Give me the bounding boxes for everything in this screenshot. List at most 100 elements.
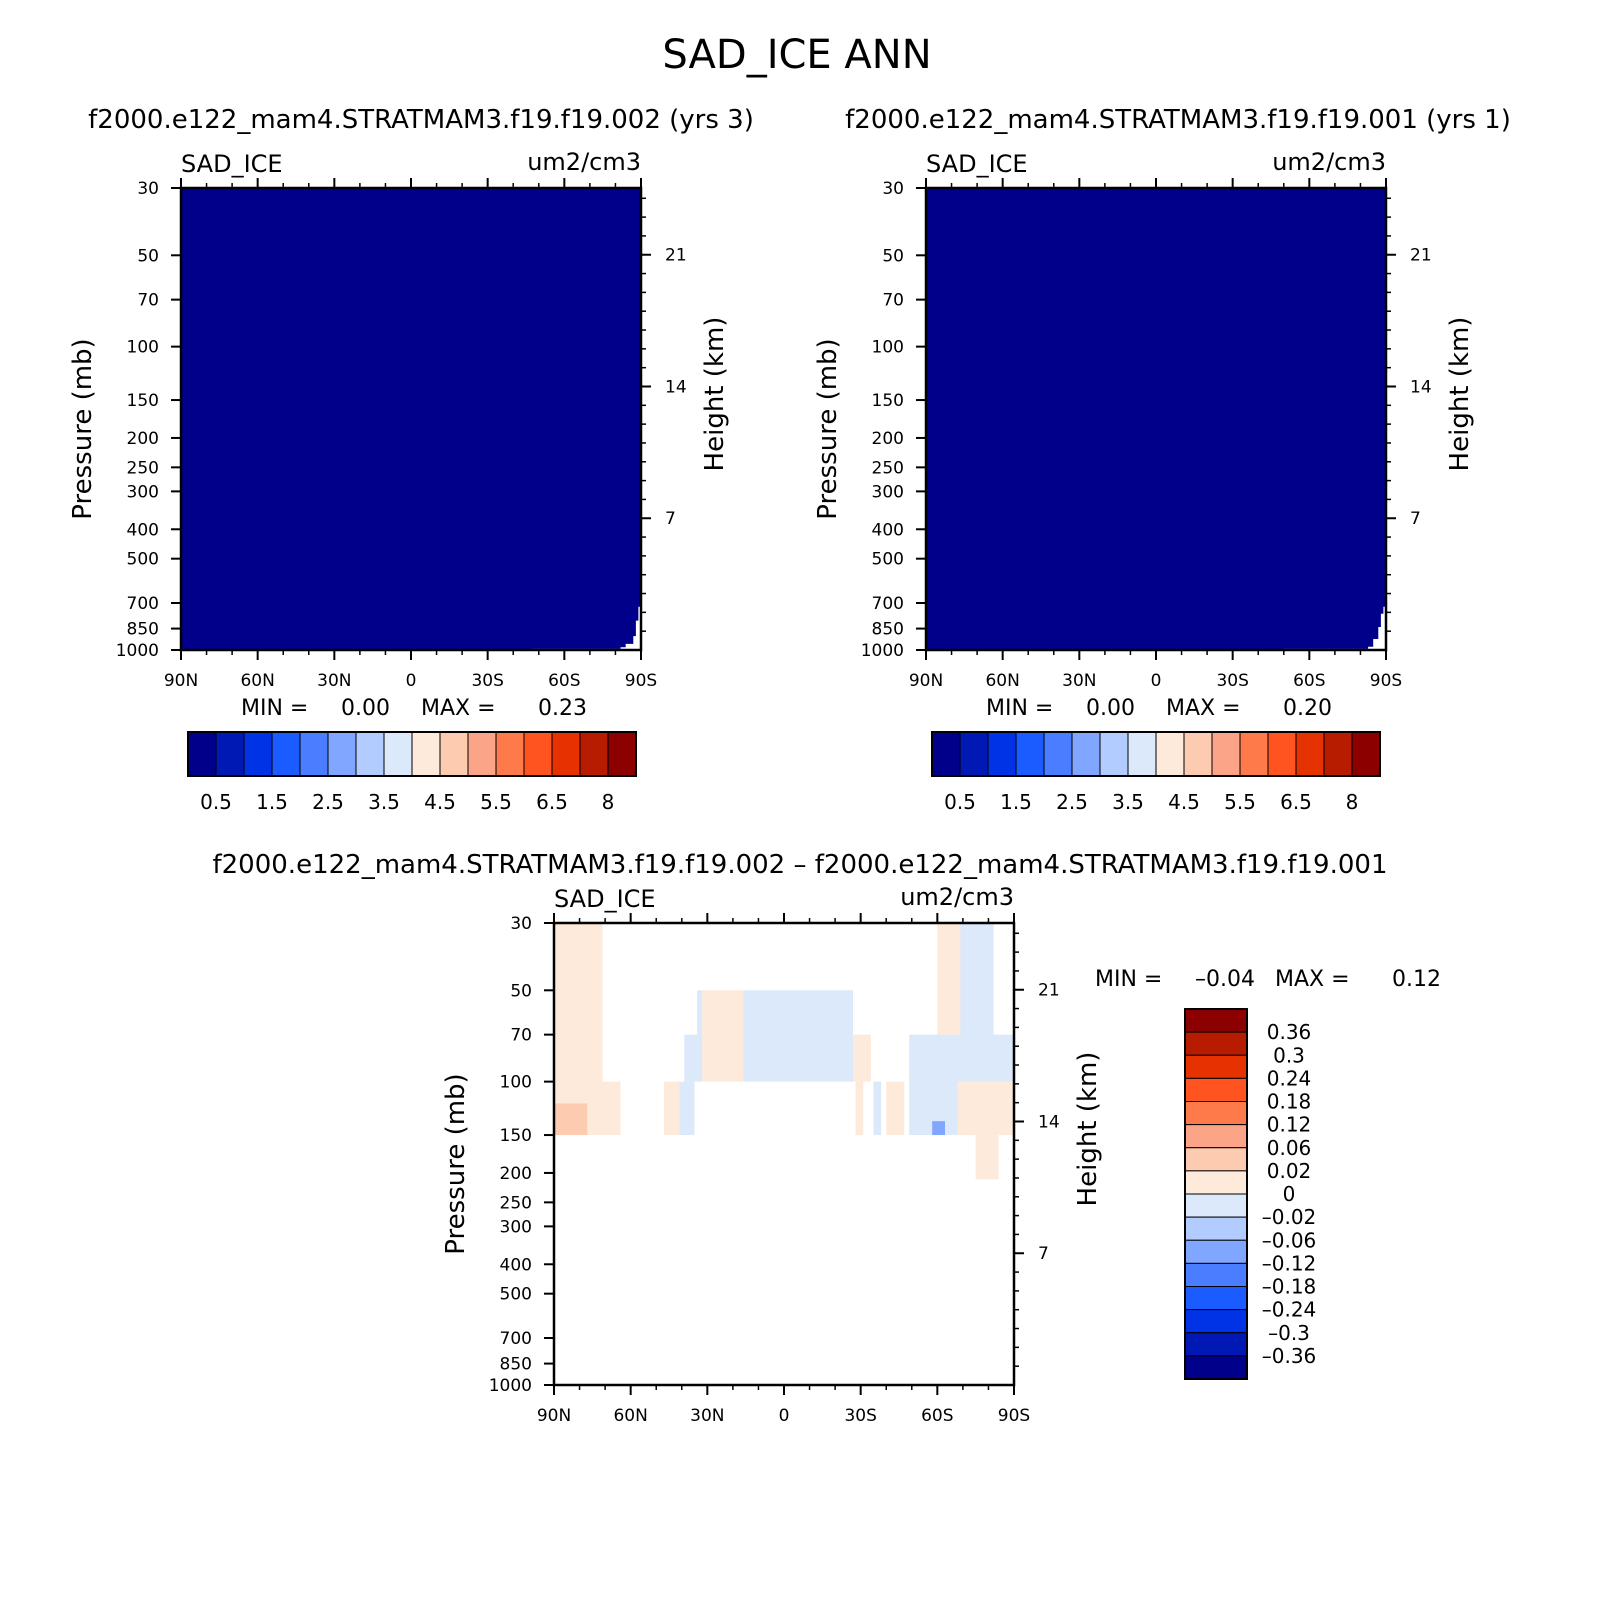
contour-region bbox=[853, 1034, 871, 1082]
missing-data-region bbox=[1283, 606, 1386, 650]
colorbar-swatch bbox=[607, 731, 637, 777]
min-value: 0.00 bbox=[1086, 696, 1135, 721]
units-label: um2/cm3 bbox=[527, 148, 641, 176]
colorbar-swatch bbox=[1184, 1147, 1248, 1172]
x-tick-label: 30N bbox=[690, 1406, 724, 1426]
contour-region bbox=[873, 1081, 882, 1136]
max-label: MAX = bbox=[421, 696, 496, 721]
y-tick-label: 300 bbox=[500, 1217, 532, 1237]
colorbar-label: 5.5 bbox=[480, 790, 512, 814]
y-tick-label: 850 bbox=[500, 1355, 532, 1375]
colorbar-label: –0.06 bbox=[1262, 1228, 1317, 1252]
x-tick-label: 90S bbox=[998, 1406, 1030, 1426]
colorbar-label: –0.12 bbox=[1262, 1251, 1317, 1275]
colorbar-label: 8 bbox=[1346, 790, 1359, 814]
y-tick-label: 700 bbox=[500, 1329, 532, 1349]
y-tick-label: 700 bbox=[127, 594, 159, 614]
y-tick-label: 150 bbox=[872, 391, 904, 411]
max-value: 0.20 bbox=[1283, 696, 1332, 721]
colorbar-swatch bbox=[1184, 1101, 1248, 1126]
y-tick-label: 50 bbox=[882, 246, 904, 266]
colorbar-swatch bbox=[551, 731, 581, 777]
colorbar-swatch bbox=[959, 731, 989, 777]
y-right-axis-label: Height (km) bbox=[1073, 1052, 1103, 1207]
y-right-axis-label: Height (km) bbox=[700, 317, 730, 472]
colorbar-label: 6.5 bbox=[536, 790, 568, 814]
colorbar-swatch bbox=[1184, 1262, 1248, 1287]
y-tick-label: 70 bbox=[882, 291, 904, 311]
height-tick-label: 7 bbox=[1410, 509, 1421, 529]
height-tick-label: 14 bbox=[1410, 377, 1432, 397]
figure-title: SAD_ICE ANN bbox=[662, 32, 931, 78]
missing-data-region bbox=[531, 606, 641, 650]
contour-region bbox=[932, 1121, 945, 1136]
colorbar-swatch bbox=[1211, 731, 1241, 777]
y-tick-label: 70 bbox=[510, 1026, 532, 1046]
x-tick-label: 90N bbox=[909, 671, 943, 691]
colorbar-swatch bbox=[523, 731, 553, 777]
y-tick-label: 400 bbox=[872, 520, 904, 540]
contour-region bbox=[957, 1081, 1014, 1136]
contour-region bbox=[679, 1081, 695, 1136]
panel-title-left: f2000.e122_mam4.STRATMAM3.f19.f19.002 (y… bbox=[88, 105, 754, 135]
colorbar-label: 0.12 bbox=[1267, 1113, 1312, 1137]
y-tick-label: 30 bbox=[882, 179, 904, 199]
colorbar-swatch bbox=[1043, 731, 1073, 777]
colorbar-swatch bbox=[1184, 1054, 1248, 1079]
max-value: 0.23 bbox=[538, 696, 587, 721]
contour-region bbox=[975, 1135, 999, 1180]
colorbar-swatch bbox=[1184, 1077, 1248, 1102]
y-tick-label: 1000 bbox=[861, 641, 904, 661]
x-tick-label: 30N bbox=[317, 671, 351, 691]
x-tick-label: 60N bbox=[985, 671, 1019, 691]
height-tick-label: 21 bbox=[1038, 981, 1060, 1001]
height-tick-label: 21 bbox=[665, 246, 687, 266]
colorbar-label: 0.24 bbox=[1267, 1066, 1312, 1090]
contour-region bbox=[743, 990, 853, 1082]
x-tick-label: 90N bbox=[164, 671, 198, 691]
colorbar-swatch bbox=[1015, 731, 1045, 777]
colorbar-frame bbox=[1184, 1008, 1248, 1380]
colorbar-label: 0.5 bbox=[944, 790, 976, 814]
colorbar-swatch bbox=[1351, 731, 1381, 777]
colorbar-swatch bbox=[1184, 1332, 1248, 1357]
y-tick-label: 100 bbox=[872, 338, 904, 358]
colorbar-label: 1.5 bbox=[256, 790, 288, 814]
y-tick-label: 200 bbox=[872, 429, 904, 449]
colorbar-swatch bbox=[1295, 731, 1325, 777]
x-tick-label: 60N bbox=[613, 1406, 647, 1426]
colorbar-swatch bbox=[579, 731, 609, 777]
variable-label: SAD_ICE bbox=[181, 150, 283, 178]
x-tick-label: 0 bbox=[779, 1406, 790, 1426]
colorbar-swatch bbox=[1323, 731, 1353, 777]
y-tick-label: 250 bbox=[127, 458, 159, 478]
colorbar-swatch bbox=[495, 731, 525, 777]
height-tick-label: 7 bbox=[665, 509, 676, 529]
colorbar-swatch bbox=[271, 731, 301, 777]
contour-region bbox=[602, 1081, 621, 1136]
min-label: MIN = bbox=[1095, 967, 1162, 992]
colorbar-label: –0.18 bbox=[1262, 1275, 1317, 1299]
colorbar-swatch bbox=[243, 731, 273, 777]
colorbar-label: 0.02 bbox=[1267, 1159, 1312, 1183]
x-tick-label: 0 bbox=[1151, 671, 1162, 691]
colorbar-swatch bbox=[1184, 1286, 1248, 1311]
y-tick-label: 50 bbox=[137, 246, 159, 266]
y-tick-label: 250 bbox=[872, 458, 904, 478]
colorbar-swatch bbox=[439, 731, 469, 777]
y-tick-label: 1000 bbox=[116, 641, 159, 661]
colorbar-label: 0.06 bbox=[1267, 1136, 1312, 1160]
x-tick-label: 90S bbox=[625, 671, 657, 691]
height-tick-label: 7 bbox=[1038, 1244, 1049, 1264]
x-tick-label: 60S bbox=[548, 671, 580, 691]
contour-region bbox=[554, 1103, 588, 1136]
units-label: um2/cm3 bbox=[1272, 148, 1386, 176]
colorbar-label: 1.5 bbox=[1000, 790, 1032, 814]
max-label: MAX = bbox=[1275, 967, 1350, 992]
colorbar-swatch bbox=[1071, 731, 1101, 777]
colorbar-label: 0.36 bbox=[1267, 1020, 1312, 1044]
x-tick-label: 30N bbox=[1062, 671, 1096, 691]
panels: 90N 60N 30N 0 30S 60S 90S305070100150200250300… bbox=[68, 148, 1475, 1426]
y-tick-label: 150 bbox=[127, 391, 159, 411]
